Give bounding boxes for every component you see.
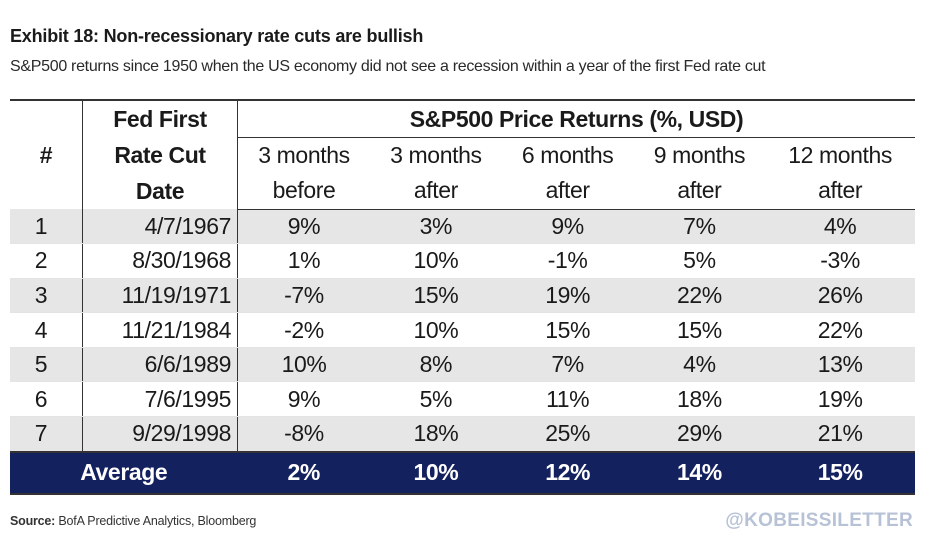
row-number: 3: [10, 278, 83, 314]
header-col-2-line-1: 3 months: [390, 142, 482, 169]
table-row: 7 9/29/1998 -8% 18% 25% 29% 21%: [10, 416, 915, 453]
return-cell: -3%: [765, 243, 915, 279]
chart-subtitle: S&P500 returns since 1950 when the US ec…: [10, 58, 766, 75]
return-cell: 15%: [501, 312, 634, 348]
table-row: 1 4/7/1967 9% 3% 9% 7% 4%: [10, 209, 915, 245]
source-text: BofA Predictive Analytics, Bloomberg: [58, 514, 257, 528]
rate-cut-date: 9/29/1998: [82, 416, 238, 453]
return-cell: 9%: [237, 209, 370, 245]
average-cell: 2%: [237, 450, 370, 495]
header-col-5-line-1: 12 months: [788, 142, 893, 169]
table-row: 3 11/19/1971 -7% 15% 19% 22% 26%: [10, 278, 915, 314]
header-col-5-line-2: after: [765, 173, 915, 210]
rate-cut-date: 11/19/1971: [82, 278, 238, 314]
average-row: Average 2% 10% 12% 14% 15%: [10, 450, 915, 495]
header-group: S&P500 Price Returns (%, USD): [237, 99, 915, 138]
return-cell: 19%: [501, 278, 634, 314]
return-cell: 10%: [369, 312, 502, 348]
return-cell: 21%: [765, 416, 915, 453]
return-cell: 19%: [765, 381, 915, 418]
return-cell: 4%: [633, 347, 766, 383]
average-cell: 12%: [501, 450, 634, 495]
header-date-line-3: Date: [135, 178, 185, 204]
row-number: 1: [10, 209, 83, 245]
table-body: 1 4/7/1967 9% 3% 9% 7% 4% 2 8/30/1968 1% 10% -1% 5% -…: [10, 209, 915, 495]
header-col-2-line-2: after: [369, 173, 502, 210]
return-cell: 1%: [237, 243, 370, 279]
average-cell: 10%: [369, 450, 502, 495]
row-number: 2: [10, 243, 83, 279]
row-number: 6: [10, 381, 83, 418]
return-cell: 11%: [501, 381, 634, 418]
row-number: 5: [10, 347, 83, 383]
return-cell: 5%: [633, 243, 766, 279]
rate-cut-date: 6/6/1989: [82, 347, 238, 383]
return-cell: 15%: [633, 312, 766, 348]
header-date: Fed First Rate Cut Date: [82, 99, 238, 209]
return-cell: 22%: [765, 312, 915, 348]
return-cell: 7%: [633, 209, 766, 245]
rate-cut-date: 11/21/1984: [82, 312, 238, 348]
row-number: 4: [10, 312, 83, 348]
source-label: Source:: [10, 514, 56, 528]
header-col-4-line-2: after: [633, 173, 766, 210]
return-cell: 8%: [369, 347, 502, 383]
row-number: 7: [10, 416, 83, 453]
header-col-3-line-1: 6 months: [521, 142, 614, 169]
returns-table: # Fed First Rate Cut Date S&P500 Price R…: [10, 99, 915, 495]
average-cell: 14%: [633, 450, 766, 495]
chart-title: Exhibit 18: Non-recessionary rate cuts a…: [10, 26, 424, 46]
header-date-line-2: Rate Cut: [114, 142, 206, 168]
header-col-4-line-1: 9 months: [653, 142, 746, 169]
table-row: 5 6/6/1989 10% 8% 7% 4% 13%: [10, 347, 915, 383]
watermark: @KOBEISSILETTER: [725, 510, 913, 531]
return-cell: 22%: [633, 278, 766, 314]
return-cell: -7%: [237, 278, 370, 314]
header-date-line-1: Fed First: [113, 106, 207, 132]
return-cell: -2%: [237, 312, 370, 348]
table-row: 6 7/6/1995 9% 5% 11% 18% 19%: [10, 381, 915, 418]
return-cell: 29%: [633, 416, 766, 453]
rate-cut-date: 4/7/1967: [82, 209, 238, 245]
return-cell: 3%: [369, 209, 502, 245]
return-cell: 10%: [237, 347, 370, 383]
source-note: Source: BofA Predictive Analytics, Bloom…: [10, 514, 256, 528]
header-col-3-line-2: after: [501, 173, 634, 210]
header-col-1-line-2: before: [237, 173, 370, 210]
return-cell: 26%: [765, 278, 915, 314]
return-cell: 18%: [369, 416, 502, 453]
header-num: #: [10, 99, 83, 209]
return-cell: 4%: [765, 209, 915, 245]
return-cell: 18%: [633, 381, 766, 418]
return-cell: 7%: [501, 347, 634, 383]
return-cell: 15%: [369, 278, 502, 314]
return-cell: 9%: [501, 209, 634, 245]
return-cell: 9%: [237, 381, 370, 418]
rate-cut-date: 7/6/1995: [82, 381, 238, 418]
rate-cut-date: 8/30/1968: [82, 243, 238, 279]
table-row: 2 8/30/1968 1% 10% -1% 5% -3%: [10, 243, 915, 279]
average-cell: 15%: [765, 450, 915, 495]
return-cell: 25%: [501, 416, 634, 453]
average-label: Average: [10, 450, 238, 495]
return-cell: 5%: [369, 381, 502, 418]
header-col-1-line-1: 3 months: [258, 142, 350, 169]
return-cell: 13%: [765, 347, 915, 383]
return-cell: -8%: [237, 416, 370, 453]
table-row: 4 11/21/1984 -2% 10% 15% 15% 22%: [10, 312, 915, 348]
return-cell: 10%: [369, 243, 502, 279]
return-cell: -1%: [501, 243, 634, 279]
